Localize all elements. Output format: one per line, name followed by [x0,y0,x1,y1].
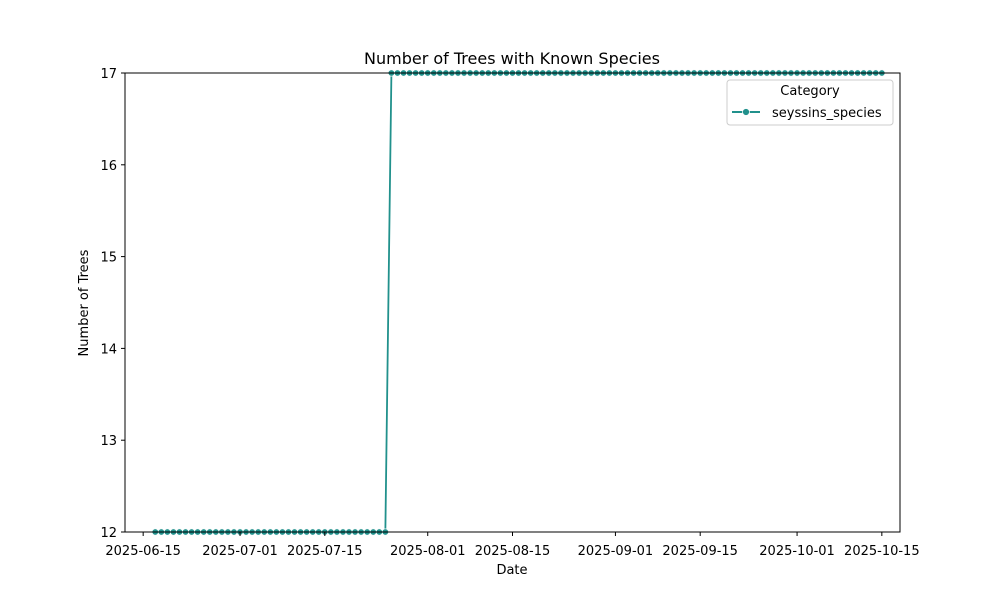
y-tick-label: 12 [100,526,117,541]
x-tick-label: 2025-07-01 [202,544,278,559]
x-tick-label: 2025-10-01 [759,544,835,559]
legend-box [726,79,894,126]
x-tick-label: 2025-08-01 [390,544,466,559]
x-tick-label: 2025-09-15 [662,544,738,559]
y-tick-label: 15 [100,251,117,266]
legend-swatch-marker [742,108,750,116]
x-tick-label: 2025-07-15 [287,544,363,559]
legend: Category seyssins_species [726,79,894,126]
y-tick-label: 17 [100,67,117,82]
y-axis: 12 13 14 15 16 17 [100,67,125,541]
x-tick-label: 2025-06-15 [105,544,181,559]
legend-title: Category [780,84,840,99]
plot-frame [124,72,901,533]
x-axis-label: Date [496,563,527,578]
series-layer [151,69,886,536]
y-axis-label: Number of Trees [77,249,92,356]
chart-title: Number of Trees with Known Species [364,49,660,68]
x-axis: 2025-06-15 2025-07-01 2025-07-15 2025-08-01… [105,532,920,559]
x-tick-label: 2025-09-01 [578,544,654,559]
y-tick-label: 13 [100,434,117,449]
legend-entry-label: seyssins_species [772,106,882,121]
x-tick-label: 2025-10-15 [844,544,920,559]
y-tick-label: 16 [100,159,117,174]
y-tick-label: 14 [100,342,117,357]
x-tick-label: 2025-08-15 [475,544,551,559]
series-line [155,72,882,533]
